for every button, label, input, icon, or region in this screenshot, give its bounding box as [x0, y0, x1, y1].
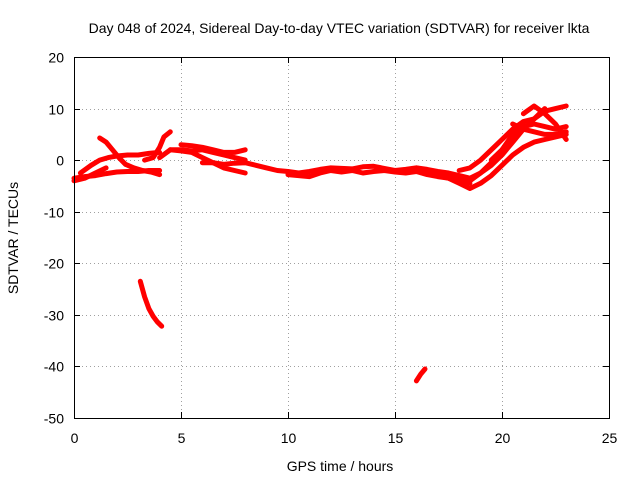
- y-tick-label: -30: [44, 308, 64, 324]
- x-tick-label: 5: [178, 430, 186, 446]
- y-tick-label: 10: [48, 102, 64, 118]
- series-layer: [71, 103, 569, 384]
- y-tick-label: -50: [44, 411, 64, 427]
- x-tick-label: 10: [281, 430, 297, 446]
- x-axis-label: GPS time / hours: [287, 458, 394, 474]
- series-arc-5: [142, 129, 173, 163]
- x-tick-label: 20: [495, 430, 511, 446]
- series-arc-17: [520, 103, 569, 142]
- series-arc-18: [137, 278, 165, 329]
- y-tick-label: -20: [44, 256, 64, 272]
- series-arc-15: [488, 121, 569, 163]
- series-arc-2: [71, 165, 109, 184]
- chart-title: Day 048 of 2024, Sidereal Day-to-day VTE…: [89, 20, 590, 36]
- series-arc-8: [178, 142, 248, 155]
- x-tick-label: 15: [388, 430, 404, 446]
- plot-frame: [74, 57, 610, 419]
- x-tick-label: 25: [602, 430, 618, 446]
- y-tick-label: -40: [44, 359, 64, 375]
- y-tick-label: 20: [48, 50, 64, 66]
- series-arc-13: [456, 103, 569, 173]
- series-arc-19: [413, 366, 428, 384]
- series-arc-16: [510, 121, 569, 137]
- y-axis-label: SDTVAR / TECUs: [5, 182, 21, 294]
- y-tick-label: 0: [56, 153, 64, 169]
- series-arc-4: [97, 135, 163, 178]
- series-arc-7: [167, 147, 248, 176]
- y-tick-label: -10: [44, 205, 64, 221]
- series-arc-14: [467, 106, 548, 181]
- axis-ticks: 0 5 10 15 20 25 -50 -40 -30 -20 -10 0 10 20: [44, 50, 618, 447]
- grid-lines: [74, 57, 609, 418]
- x-tick-label: 0: [71, 430, 79, 446]
